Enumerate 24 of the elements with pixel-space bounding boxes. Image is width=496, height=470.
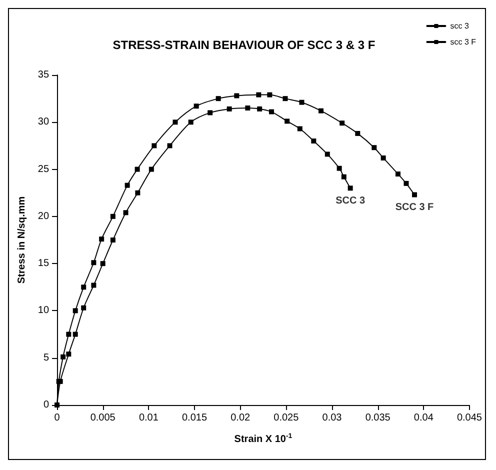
x-tick-label: 0 bbox=[54, 412, 60, 424]
y-tick-label: 0 bbox=[43, 400, 50, 410]
y-axis-title: Stress in N/sq.mm bbox=[16, 196, 28, 284]
y-tick-label: 35 bbox=[38, 70, 50, 80]
y-tick-label: 5 bbox=[43, 352, 50, 364]
legend-label: scc 3 bbox=[450, 22, 470, 30]
x-tick-label: 0.035 bbox=[365, 412, 391, 424]
y-tick-label: 30 bbox=[38, 116, 50, 128]
annotation: SCC 3 bbox=[336, 196, 366, 207]
legend-label: scc 3 F bbox=[450, 38, 476, 46]
y-tick-label: 20 bbox=[38, 210, 50, 222]
annotation: SCC 3 F bbox=[395, 202, 434, 214]
y-tick-label: 25 bbox=[38, 164, 50, 175]
x-tick-label: 0.01 bbox=[138, 412, 159, 424]
chart-title: STRESS-STRAIN BEHAVIOUR OF SCC 3 & 3 F bbox=[112, 38, 376, 52]
x-tick-label: 0.015 bbox=[182, 412, 208, 424]
y-tick-label: 15 bbox=[38, 258, 50, 270]
x-tick-label: 0.03 bbox=[322, 412, 342, 424]
x-tick-label: 0.045 bbox=[456, 412, 482, 424]
y-tick-label: 10 bbox=[38, 305, 50, 316]
x-tick-label: 0.02 bbox=[230, 412, 251, 424]
x-tick-label: 0.04 bbox=[414, 412, 434, 424]
x-tick-label: 0.005 bbox=[90, 412, 116, 424]
x-tick-label: 0.025 bbox=[274, 412, 300, 424]
